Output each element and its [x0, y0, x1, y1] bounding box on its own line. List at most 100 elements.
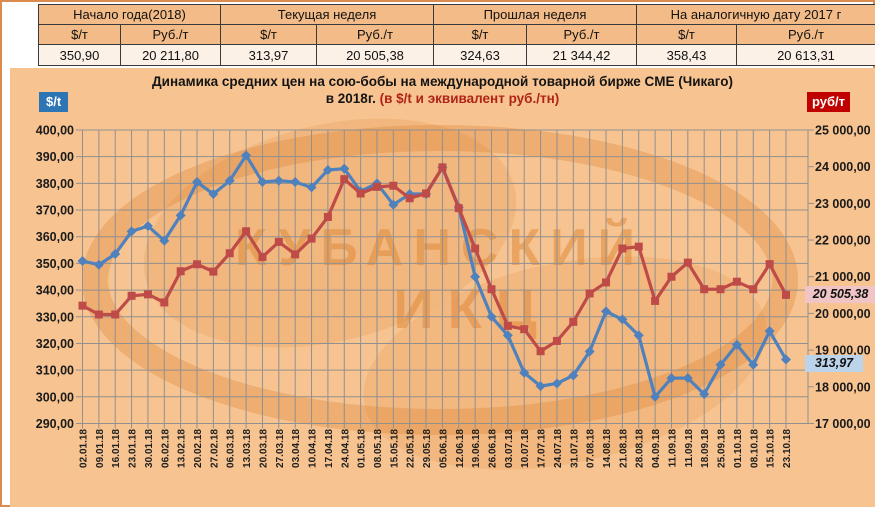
data-point-diamond: [551, 378, 562, 389]
data-point-square: [569, 317, 578, 326]
data-point-square: [323, 212, 332, 221]
data-point-diamond: [306, 182, 317, 193]
x-axis-tick: 13.03.18: [242, 429, 253, 468]
x-axis-tick: 08.10.18: [749, 429, 760, 468]
x-axis-tick: 01.10.18: [733, 429, 744, 468]
left-axis-tick: 370,00: [36, 204, 74, 218]
x-axis-tick: 01.05.18: [357, 429, 368, 468]
right-axis-tick: 21 000,00: [815, 270, 871, 284]
x-axis-tick: 07.08.18: [586, 429, 597, 468]
data-point-square: [781, 290, 790, 299]
data-point-square: [716, 285, 725, 294]
unit-usd-label: $/т: [434, 25, 527, 45]
x-axis-tick: 06.02.18: [160, 429, 171, 468]
x-axis-tick: 13.02.18: [177, 429, 188, 468]
right-axis-labels: 25 000,00 24 000,00 23 000,00 22 000,00 21 0…: [815, 124, 871, 431]
data-point-square: [127, 291, 136, 300]
x-axis-tick: 29.05.18: [422, 429, 433, 468]
right-axis-tick: 20 000,00: [815, 307, 871, 321]
data-point-square: [94, 310, 103, 319]
data-point-diamond: [142, 221, 153, 232]
data-point-square: [160, 298, 169, 307]
x-axis-tick: 22.05.18: [406, 429, 417, 468]
left-axis-tick: 390,00: [36, 150, 74, 164]
data-point-square: [209, 267, 218, 276]
unit-rub-label: Руб./т: [121, 25, 221, 45]
data-point-diamond: [339, 163, 350, 174]
unit-rub-label: Руб./т: [527, 25, 637, 45]
data-point-diamond: [290, 177, 301, 188]
right-axis-unit-badge: руб/т: [807, 92, 851, 112]
summary-table: Начало года(2018) Текущая неделя Прошлая…: [38, 4, 875, 66]
data-point-diamond: [617, 314, 628, 325]
left-axis-unit-badge: $/t: [39, 92, 69, 112]
left-axis-tick: 300,00: [36, 390, 74, 404]
right-axis-tick: 23 000,00: [815, 197, 871, 211]
data-point-square: [749, 285, 758, 294]
right-axis-tick: 17 000,00: [815, 417, 871, 431]
data-point-diamond: [764, 326, 775, 337]
data-point-diamond: [633, 330, 644, 341]
data-point-square: [683, 258, 692, 267]
data-point-diamond: [666, 373, 677, 384]
x-axis-tick: 25.09.18: [717, 429, 728, 468]
data-point-square: [552, 336, 561, 345]
data-point-square: [454, 204, 463, 213]
left-axis-tick: 380,00: [36, 177, 74, 191]
x-axis-tick: 23.01.18: [128, 429, 139, 468]
value-last-week-usd: 324,63: [434, 45, 527, 66]
x-axis-tick: 11.09.18: [684, 429, 695, 468]
series-rub: [78, 163, 790, 356]
right-axis-tick: 18 000,00: [815, 380, 871, 394]
data-point-diamond: [470, 271, 481, 282]
x-axis-tick: 17.04.18: [324, 429, 335, 468]
x-axis-tick: 23.10.18: [782, 429, 793, 468]
x-axis-tick: 30.01.18: [144, 429, 155, 468]
x-axis-tick: 16.01.18: [111, 429, 122, 468]
data-point-diamond: [535, 381, 546, 392]
x-axis-tick: 19.06.18: [471, 429, 482, 468]
x-axis-tick: 08.05.18: [373, 429, 384, 468]
data-point-square: [176, 267, 185, 276]
left-axis-labels: 400,00 390,00 380,00 370,00 360,00 350,00 340,…: [36, 124, 74, 431]
data-point-square: [225, 249, 234, 258]
data-point-square: [274, 237, 283, 246]
data-point-diamond: [388, 199, 399, 210]
data-point-diamond: [110, 249, 121, 260]
x-axis-tick: 24.07.18: [553, 429, 564, 468]
price-chart-panel: КУБАНСКИЙ ИКЦ 400,00 390,00 380,00 370,00 360,…: [10, 68, 875, 507]
x-axis-tick: 06.03.18: [226, 429, 237, 468]
chart-title-line1: Динамика средних цен на сою-бобы на межд…: [152, 74, 733, 89]
value-last-week-rub: 21 344,42: [527, 45, 637, 66]
x-axis-tick: 18.09.18: [700, 429, 711, 468]
data-point-square: [258, 252, 267, 261]
data-point-diamond: [241, 150, 252, 161]
value-year-start-usd: 350,90: [39, 45, 121, 66]
data-point-diamond: [748, 359, 759, 370]
data-point-square: [732, 277, 741, 286]
x-axis-tick: 27.03.18: [275, 429, 286, 468]
data-point-diamond: [322, 165, 333, 176]
unit-usd-label: $/т: [39, 25, 121, 45]
data-point-square: [765, 260, 774, 269]
data-point-square: [520, 325, 529, 334]
data-point-square: [536, 347, 545, 356]
data-point-diamond: [731, 339, 742, 350]
data-point-diamond: [257, 177, 268, 188]
right-axis-tick: 22 000,00: [815, 234, 871, 248]
data-point-diamond: [273, 175, 284, 186]
data-point-diamond: [780, 354, 791, 365]
data-point-square: [700, 285, 709, 294]
value-current-week-usd: 313,97: [221, 45, 317, 66]
x-axis-tick: 24.04.18: [340, 429, 351, 468]
data-point-square: [422, 189, 431, 198]
x-axis-tick: 26.06.18: [488, 429, 499, 468]
x-axis-tick: 03.07.18: [504, 429, 515, 468]
data-point-diamond: [584, 346, 595, 357]
data-point-square: [307, 234, 316, 243]
current-rub-callout: 20 505,38: [805, 286, 875, 303]
data-point-diamond: [224, 175, 235, 186]
data-point-diamond: [601, 306, 612, 317]
